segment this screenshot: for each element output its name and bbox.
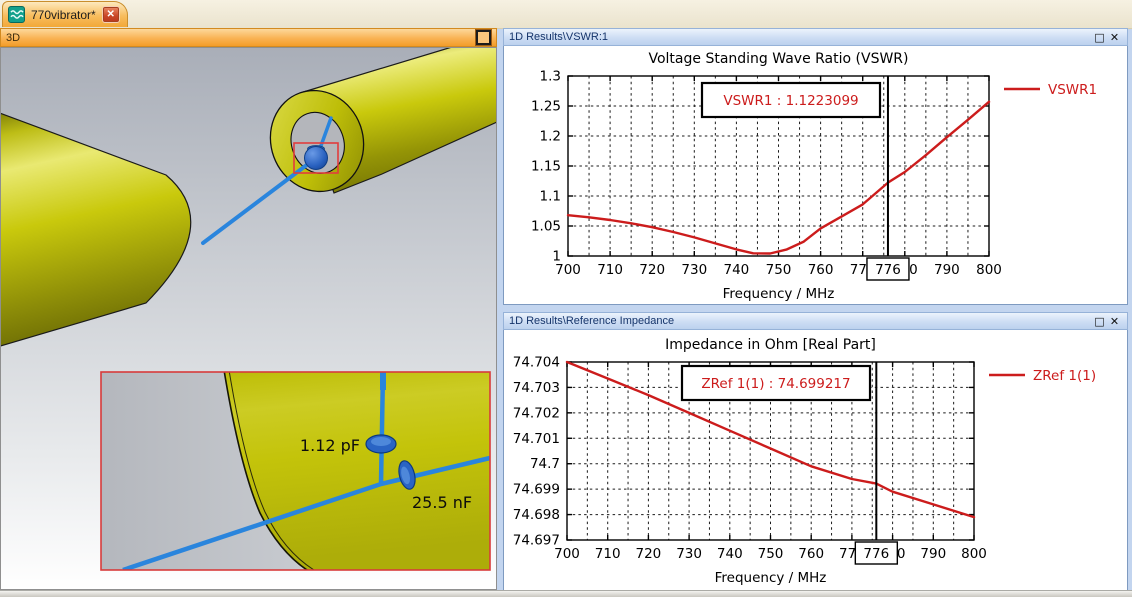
- marker-readout-box: [700, 81, 882, 119]
- y-tick-label: 1.1: [540, 189, 561, 205]
- panel-3d-view: 3D: [0, 28, 497, 590]
- x-tick-label: 710: [597, 262, 623, 278]
- x-tick-label: 790: [920, 546, 946, 562]
- marker-readout-text: ZRef 1(1) : 74.699217: [701, 376, 850, 392]
- document-tab-bar: 770vibrator* ✕: [0, 0, 1132, 29]
- marker-x-box: [866, 257, 910, 281]
- series-curve: [566, 100, 991, 255]
- y-tick-label: 74.701: [513, 431, 560, 447]
- app-waves-icon: [8, 6, 25, 23]
- inset-wire-vertical: [378, 372, 386, 485]
- marker-readout-box: [680, 364, 872, 402]
- y-tick-label: 74.7: [530, 456, 560, 472]
- y-tick-label: 74.704: [513, 355, 560, 371]
- y-tick-label: 74.699: [513, 482, 560, 498]
- x-tick-label: 740: [724, 262, 750, 278]
- y-tick-label: 1.15: [531, 159, 561, 175]
- x-axis-title: Frequency / MHz: [715, 570, 827, 586]
- tab-title: 770vibrator*: [31, 7, 96, 22]
- tab-close-icon[interactable]: ✕: [101, 6, 120, 23]
- panel-vswr-title: 1D Results\VSWR:1: [509, 31, 609, 43]
- chart-title: Voltage Standing Wave Ratio (VSWR): [648, 51, 908, 67]
- capacitance-label-1: 1.12 pF: [300, 436, 360, 455]
- vswr-chart-area: 70071072073074075076077078079080011.051.…: [503, 46, 1128, 305]
- x-tick-label: 700: [554, 546, 580, 562]
- panel-vswr-header[interactable]: 1D Results\VSWR:1 □ ✕: [503, 28, 1128, 46]
- panel-3d-header[interactable]: 3D: [0, 28, 497, 47]
- series-curve: [565, 360, 976, 519]
- marker-x-box: [854, 541, 899, 565]
- y-tick-label: 74.698: [513, 507, 560, 523]
- x-tick-label: 740: [717, 546, 743, 562]
- x-tick-label: 720: [639, 262, 665, 278]
- document-tab[interactable]: 770vibrator* ✕: [2, 1, 128, 27]
- maximize-icon[interactable]: □: [1094, 314, 1105, 328]
- x-tick-label: 760: [808, 262, 834, 278]
- x-tick-label: 790: [934, 262, 960, 278]
- close-icon[interactable]: ✕: [1109, 314, 1120, 328]
- chart-title: Impedance in Ohm [Real Part]: [665, 337, 876, 353]
- y-tick-label: 1.3: [540, 69, 561, 85]
- marker-readout-text: VSWR1 : 1.1223099: [723, 93, 858, 109]
- y-tick-label: 74.703: [513, 380, 560, 396]
- panel-zref: 1D Results\Reference Impedance □ ✕ 700 71…: [503, 312, 1128, 592]
- maximize-icon[interactable]: □: [1094, 30, 1105, 44]
- x-tick-label: 750: [766, 262, 792, 278]
- vswr-chart[interactable]: 70071072073074075076077078079080011.051.…: [504, 46, 1127, 303]
- marker-x-label: 776: [863, 546, 889, 562]
- zref-chart[interactable]: 70071072073074075076077078079080074.6977…: [504, 330, 1127, 590]
- lumped-element-2[interactable]: [396, 459, 418, 491]
- x-tick-label: 750: [758, 546, 784, 562]
- lumped-element-1[interactable]: [365, 434, 397, 454]
- x-tick-label: 760: [798, 546, 824, 562]
- zref-chart-area: 70071072073074075076077078079080074.6977…: [503, 330, 1128, 592]
- panel-zref-header[interactable]: 1D Results\Reference Impedance □ ✕: [503, 312, 1128, 330]
- close-icon[interactable]: ✕: [1109, 30, 1120, 44]
- y-tick-label: 1.2: [540, 129, 561, 145]
- x-tick-label: 720: [636, 546, 662, 562]
- x-tick-label: 800: [976, 262, 1002, 278]
- x-tick-label: 730: [681, 262, 707, 278]
- panel-zref-title: 1D Results\Reference Impedance: [509, 315, 675, 327]
- feed-wire-long: [201, 159, 314, 245]
- y-tick-label: 1.05: [531, 219, 561, 235]
- legend-label: ZRef 1(1): [1033, 368, 1096, 384]
- discrete-port-sphere[interactable]: [304, 146, 328, 170]
- maximize-icon[interactable]: [476, 30, 491, 45]
- x-tick-label: 710: [595, 546, 621, 562]
- inset-background-gray: [101, 372, 308, 570]
- panel-vswr: 1D Results\VSWR:1 □ ✕ 700 710 720 730 740 750…: [503, 28, 1128, 305]
- capacitance-label-2: 25.5 nF: [412, 493, 472, 512]
- y-tick-label: 74.702: [513, 405, 560, 421]
- inset-zoom-view: 1.12 pF 25.5 nF: [101, 372, 490, 570]
- inset-border: [100, 371, 491, 571]
- legend-label: VSWR1: [1048, 82, 1097, 98]
- window-bottom-strip: [0, 590, 1132, 597]
- x-tick-label: 800: [961, 546, 987, 562]
- y-tick-label: 74.697: [513, 533, 560, 549]
- y-tick-label: 1: [552, 249, 561, 265]
- 3d-viewport[interactable]: 1.12 pF 25.5 nF: [0, 47, 497, 590]
- y-tick-label: 1.25: [531, 99, 561, 115]
- selection-rectangle: [293, 142, 339, 174]
- marker-x-label: 776: [875, 262, 901, 278]
- inset-wire-stub: [380, 372, 386, 390]
- inset-wire-diagonal: [122, 455, 490, 570]
- panel-3d-title: 3D: [6, 31, 21, 44]
- x-axis-title: Frequency / MHz: [723, 286, 835, 302]
- x-tick-label: 700: [555, 262, 581, 278]
- x-tick-label: 730: [676, 546, 702, 562]
- left-cylinder-arm: [0, 112, 192, 347]
- viewport-frame: [0, 47, 497, 590]
